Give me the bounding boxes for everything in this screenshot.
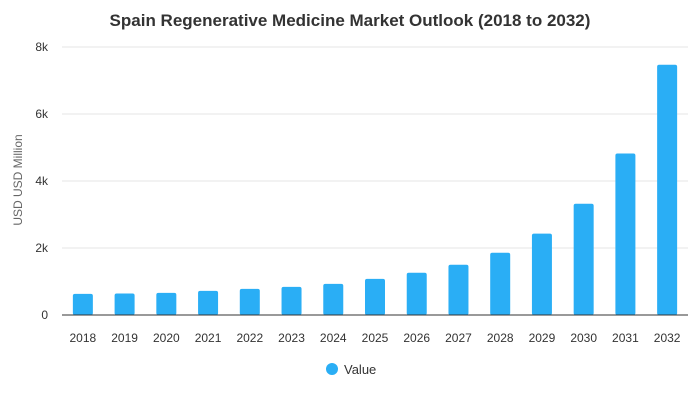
x-tick-label-2029: 2029 — [529, 331, 556, 345]
bar-2031[interactable] — [615, 153, 636, 315]
x-tick-label-2018: 2018 — [70, 331, 97, 345]
legend-swatch-value — [326, 363, 338, 375]
x-tick-label-2028: 2028 — [487, 331, 514, 345]
x-tick-label-2031: 2031 — [612, 331, 639, 345]
y-tick-label: 2k — [35, 241, 49, 255]
x-tick-label-2024: 2024 — [320, 331, 347, 345]
x-axis-ticks: 2018 2019 2020 2021 2022 2023 2024 2025 2026 2027… — [70, 331, 681, 345]
x-tick-label-2023: 2023 — [278, 331, 305, 345]
y-tick-label: 8k — [35, 40, 49, 54]
bar-2024[interactable] — [323, 283, 344, 315]
bar-2018[interactable] — [72, 293, 93, 315]
y-tick-label: 0 — [41, 308, 48, 322]
y-axis-label: USD USD Million — [11, 134, 25, 225]
bar-2030[interactable] — [573, 203, 594, 315]
bar-2027[interactable] — [448, 264, 469, 315]
y-tick-label: 6k — [35, 107, 49, 121]
x-tick-label-2019: 2019 — [111, 331, 138, 345]
bar-2022[interactable] — [239, 288, 260, 315]
x-tick-label-2032: 2032 — [654, 331, 681, 345]
y-tick-label: 4k — [35, 174, 49, 188]
y-axis-ticks: 0 2k 4k 6k 8k — [35, 40, 49, 322]
gridlines — [62, 46, 688, 249]
legend-label-value: Value — [344, 362, 376, 377]
x-tick-label-2027: 2027 — [445, 331, 472, 345]
x-tick-label-2030: 2030 — [570, 331, 597, 345]
x-tick-label-2021: 2021 — [195, 331, 222, 345]
x-tick-label-2020: 2020 — [153, 331, 180, 345]
chart-title: Spain Regenerative Medicine Market Outlo… — [110, 11, 591, 30]
bar-2023[interactable] — [281, 286, 302, 315]
bar-2020[interactable] — [156, 292, 177, 315]
bar-2025[interactable] — [365, 278, 385, 315]
bar-2029[interactable] — [531, 233, 552, 315]
x-tick-label-2025: 2025 — [362, 331, 389, 345]
legend[interactable]: Value — [326, 362, 376, 377]
bar-2028[interactable] — [490, 252, 511, 315]
bar-2021[interactable] — [198, 290, 219, 315]
x-tick-label-2026: 2026 — [403, 331, 430, 345]
bar-2032[interactable] — [657, 64, 678, 315]
bar-2019[interactable] — [114, 293, 135, 315]
x-tick-label-2022: 2022 — [236, 331, 263, 345]
bar-2026[interactable] — [406, 272, 427, 315]
bars — [72, 64, 678, 315]
